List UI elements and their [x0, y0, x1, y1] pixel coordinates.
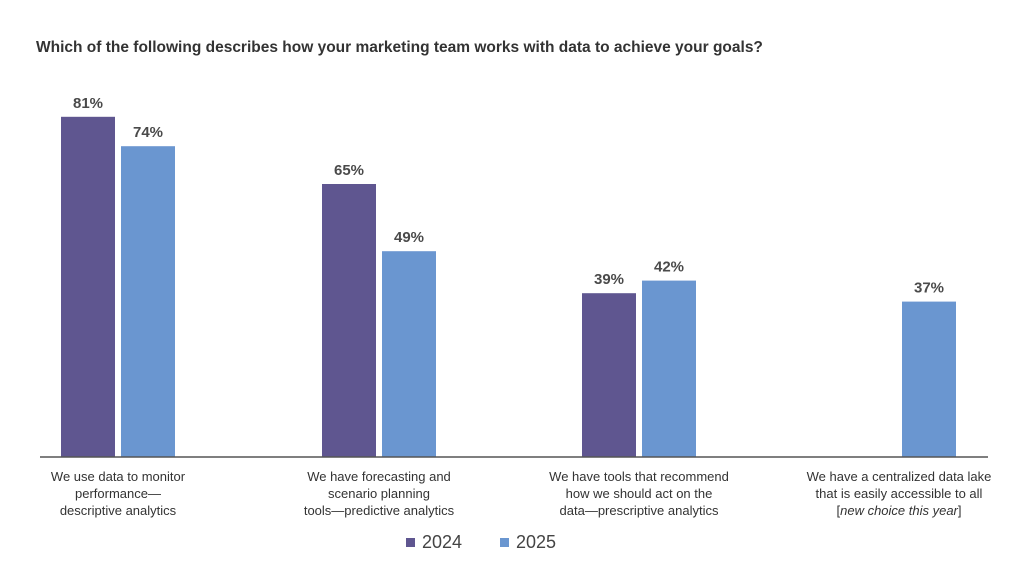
category-label-line: that is easily accessible to all — [816, 486, 983, 501]
category-label-2: We have forecasting and scenario planning… — [304, 469, 455, 518]
bar-2024-cat-1 — [61, 116, 115, 458]
category-label-line: We have a centralized data lake — [807, 469, 992, 484]
legend-swatch-2024 — [406, 538, 415, 547]
data-label-2025-cat-1: 74% — [133, 124, 163, 141]
category-labels: We use data to monitor performance— descri… — [51, 469, 991, 518]
legend: 2024 2025 — [406, 532, 556, 552]
data-label-2025-cat-2: 49% — [394, 229, 424, 246]
bar-2024-cat-3 — [582, 293, 636, 457]
category-label-line: performance— — [75, 486, 161, 501]
data-label-2024-cat-3: 39% — [594, 271, 624, 288]
category-label-line: how we should act on the — [566, 486, 713, 501]
bracket-close: ] — [958, 503, 962, 518]
legend-label-2024: 2024 — [422, 532, 462, 552]
category-label-line: scenario planning — [328, 486, 430, 501]
category-label-line: descriptive analytics — [60, 503, 177, 518]
data-label-2024-cat-1: 81% — [73, 95, 103, 112]
category-label-line: data—prescriptive analytics — [560, 503, 719, 518]
bracket-open: [ — [836, 503, 840, 518]
category-label-1: We use data to monitor performance— descri… — [51, 469, 186, 518]
chart-title: Which of the following describes how you… — [36, 39, 763, 56]
bar-2025-cat-2 — [382, 251, 436, 457]
bar-2025-cat-1 — [121, 146, 175, 457]
data-label-2025-cat-3: 42% — [654, 259, 684, 276]
category-note: new choice this year — [840, 503, 958, 518]
legend-label-2025: 2025 — [516, 532, 556, 552]
category-label-line: We have forecasting and — [307, 469, 451, 484]
category-label-line: tools—predictive analytics — [304, 503, 455, 518]
legend-swatch-2025 — [500, 538, 509, 547]
bar-2025-cat-4 — [902, 301, 956, 457]
category-note-line: [new choice this year] — [836, 503, 961, 518]
category-label-4: We have a centralized data lake that is e… — [807, 469, 992, 518]
bars-layer: 81% 74% 65% 49% 39% 42% 37% — [61, 95, 956, 458]
category-label-3: We have tools that recommend how we shoul… — [549, 469, 729, 518]
category-label-line: We use data to monitor — [51, 469, 186, 484]
category-label-line: We have tools that recommend — [549, 469, 729, 484]
bar-2024-cat-2 — [322, 184, 376, 457]
data-label-2025-cat-4: 37% — [914, 280, 944, 297]
data-label-2024-cat-2: 65% — [334, 162, 364, 179]
bar-2025-cat-3 — [642, 280, 696, 457]
